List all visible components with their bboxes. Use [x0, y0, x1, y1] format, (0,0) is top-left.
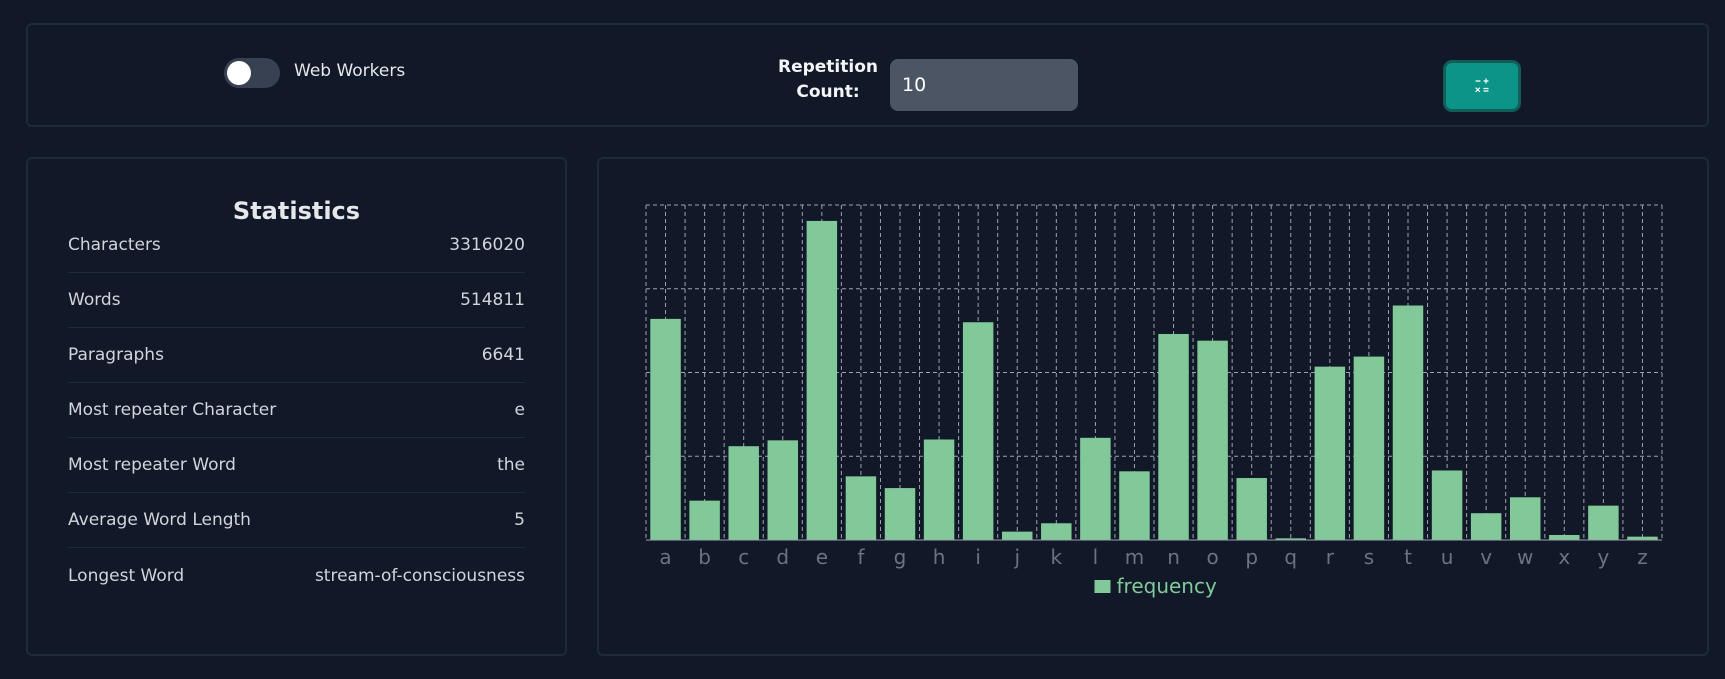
x-tick-label: l: [1093, 545, 1099, 569]
x-tick-label: q: [1284, 545, 1297, 569]
stat-value: 5: [514, 510, 525, 530]
x-tick-label: r: [1326, 545, 1335, 569]
frequency-bar-chart: a b c d e f g h i j k l m n o p q r s t u v w x y z frequency: [645, 204, 1663, 598]
bar-q: [1275, 538, 1307, 540]
toggle-knob[interactable]: [227, 61, 251, 85]
bar-d: [767, 440, 799, 540]
stat-label: Most repeater Character: [68, 400, 277, 420]
bar-i: [962, 322, 994, 540]
stat-row-words: Words 514811: [68, 273, 525, 328]
stat-label: Average Word Length: [68, 510, 251, 530]
bar-j: [1001, 531, 1033, 540]
stat-label: Words: [68, 290, 121, 310]
bar-r: [1314, 366, 1346, 540]
stat-row-characters: Characters 3316020: [68, 218, 525, 273]
x-tick-label: p: [1245, 545, 1258, 569]
repetition-label-line1: Repetition: [777, 57, 878, 77]
bar-t: [1392, 305, 1424, 540]
x-tick-label: w: [1517, 545, 1533, 569]
x-tick-label: x: [1558, 545, 1570, 569]
bar-e: [806, 220, 838, 540]
stat-value: stream-of-consciousness: [314, 565, 525, 586]
x-tick-label: e: [816, 545, 828, 569]
x-tick-label: u: [1441, 545, 1454, 569]
stat-row-average-word-length: Average Word Length 5: [68, 493, 525, 548]
x-tick-label: f: [857, 545, 865, 569]
x-tick-label: c: [738, 545, 749, 569]
stat-label: Most repeater Word: [68, 455, 236, 475]
bar-k: [1041, 523, 1072, 540]
statistics-title: Statistics: [232, 197, 361, 225]
stat-row-most-repeated-character: Most repeater Character e: [68, 383, 525, 438]
legend-swatch: [1094, 580, 1111, 593]
bar-s: [1353, 356, 1385, 540]
stat-label: Longest Word: [68, 565, 185, 586]
stat-value: the: [497, 455, 525, 475]
repetition-count-input[interactable]: [890, 59, 1078, 111]
x-tick-label: a: [659, 545, 671, 569]
x-tick-label: k: [1051, 545, 1063, 569]
controls-bar: Web Workers Repetition Count:: [26, 23, 1709, 127]
x-tick-label: v: [1480, 545, 1492, 569]
bar-m: [1119, 471, 1150, 540]
x-tick-label: y: [1597, 545, 1609, 569]
stat-row-most-repeated-word: Most repeater Word the: [68, 438, 525, 493]
x-tick-label: i: [975, 545, 981, 569]
bar-w: [1509, 497, 1541, 540]
x-tick-label: b: [698, 545, 711, 569]
web-workers-label: Web Workers: [294, 61, 406, 81]
bar-z: [1627, 536, 1658, 540]
bar-l: [1080, 437, 1111, 540]
x-tick-label: d: [776, 545, 789, 569]
stat-label: Paragraphs: [68, 345, 164, 365]
stat-row-longest-word: Longest Word stream-of-consciousness: [68, 548, 525, 603]
repetition-label-line2: Count:: [796, 82, 860, 102]
x-tick-label: o: [1206, 545, 1218, 569]
x-tick-label: g: [894, 545, 907, 569]
bar-u: [1431, 470, 1463, 540]
bar-p: [1236, 478, 1267, 540]
bar-b: [689, 500, 720, 540]
chart-panel: a b c d e f g h i j k l m n o p q r s t u v w x y z frequency: [597, 157, 1709, 656]
bar-c: [728, 446, 759, 540]
bar-y: [1588, 505, 1619, 540]
stat-label: Characters: [68, 235, 161, 255]
bar-v: [1470, 513, 1502, 540]
statistics-panel: Statistics Characters 3316020 Words 5148…: [26, 157, 567, 656]
legend-label: frequency: [1117, 574, 1217, 598]
stat-value: 3316020: [449, 235, 525, 255]
x-tick-label: h: [933, 545, 946, 569]
stat-row-paragraphs: Paragraphs 6641: [68, 328, 525, 383]
x-tick-label: m: [1125, 545, 1144, 569]
x-tick-label: j: [1013, 545, 1020, 569]
repetition-count-label: Repetition Count:: [768, 55, 888, 105]
web-workers-toggle[interactable]: [224, 58, 280, 88]
x-tick-label: t: [1404, 545, 1412, 569]
stat-value: e: [514, 400, 525, 420]
bar-x: [1549, 534, 1580, 540]
bar-h: [923, 439, 955, 540]
bar-f: [845, 476, 877, 540]
calculator-icon: [1475, 78, 1489, 93]
x-tick-label: z: [1637, 545, 1648, 569]
x-tick-label: s: [1364, 545, 1374, 569]
stat-value: 6641: [481, 345, 525, 365]
calculate-button[interactable]: [1443, 60, 1521, 112]
bar-o: [1197, 340, 1228, 540]
bar-g: [884, 488, 916, 540]
x-tick-label: n: [1167, 545, 1180, 569]
stat-value: 514811: [460, 290, 525, 310]
bar-a: [650, 318, 681, 540]
bar-n: [1158, 333, 1189, 540]
